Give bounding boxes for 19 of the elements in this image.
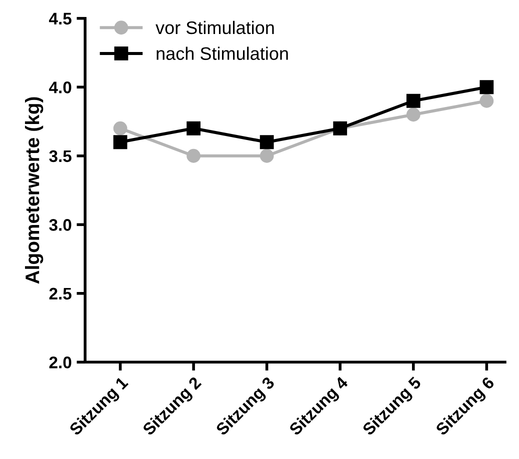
- point: [260, 148, 274, 163]
- y-tick-label: 2.0: [49, 356, 72, 368]
- y-tick-label: 4.5: [49, 12, 72, 25]
- point: [406, 94, 420, 108]
- point: [260, 135, 274, 150]
- y-tick-label: 4.0: [49, 82, 72, 94]
- legend-label: nach Stimulation: [156, 46, 288, 60]
- legend-label: vor Stimulation: [156, 20, 274, 34]
- y-tick-label: 3.5: [49, 150, 72, 162]
- y-axis-title: Algometerwerte (kg): [24, 97, 44, 284]
- y-tick-label: 3.0: [49, 219, 72, 231]
- point: [480, 94, 494, 108]
- y-tick-label: 2.5: [49, 288, 72, 300]
- point: [186, 148, 201, 163]
- point: [113, 121, 128, 136]
- point: [186, 121, 201, 136]
- point: [480, 80, 494, 94]
- point: [406, 108, 420, 122]
- point: [113, 135, 128, 150]
